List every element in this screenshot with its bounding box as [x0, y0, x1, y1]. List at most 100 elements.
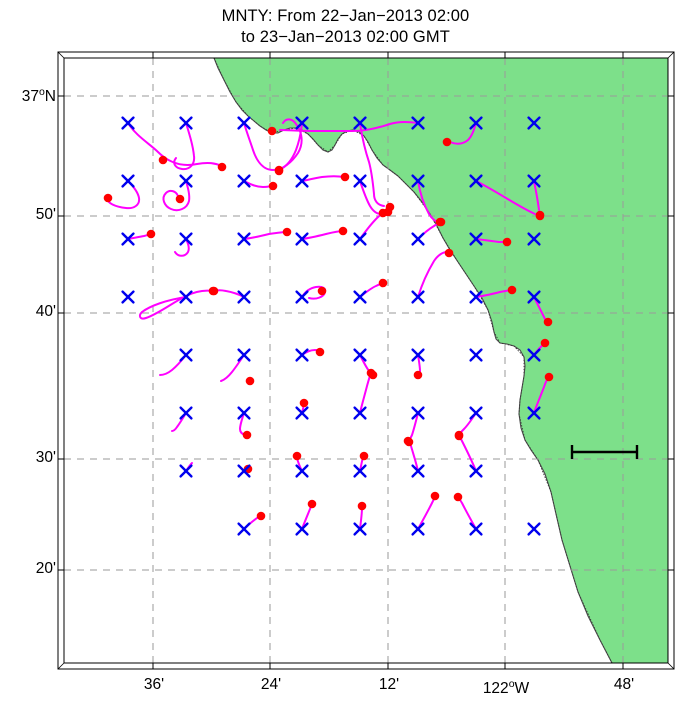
end-point-marker [366, 368, 376, 378]
drifter-trajectory [127, 122, 223, 167]
release-point-marker [237, 348, 251, 362]
release-point-marker [469, 232, 483, 246]
release-point-marker [411, 232, 425, 246]
end-point-marker [540, 338, 550, 348]
release-point-marker [237, 174, 251, 188]
end-point-marker [430, 491, 440, 501]
end-point-marker [103, 193, 113, 203]
release-point-marker [469, 406, 483, 420]
y-tick-label-37N: 37oN [21, 86, 56, 106]
end-point-marker [436, 217, 446, 227]
release-point-marker [353, 464, 367, 478]
release-point-marker [469, 116, 483, 130]
release-point-marker [411, 464, 425, 478]
end-point-marker [359, 451, 369, 461]
end-point-marker [340, 172, 350, 182]
drifter-trajectory [174, 238, 190, 257]
release-point-marker [527, 232, 541, 246]
end-point-marker [274, 166, 284, 176]
end-point-marker [317, 286, 327, 296]
end-point-marker [307, 499, 317, 509]
release-point-marker [179, 290, 193, 304]
end-point-marker [315, 347, 325, 357]
release-point-marker [411, 290, 425, 304]
y-tick-label-30: 30' [35, 449, 56, 466]
frame-corner-br [667, 662, 675, 670]
frame-corner-tl [57, 51, 65, 59]
title-line-1: MNTY: From 22−Jan−2013 02:00 [221, 7, 470, 25]
release-point-marker [295, 232, 309, 246]
drifter-trajectory [533, 180, 540, 211]
release-point-marker [527, 174, 541, 188]
release-point-marker [469, 348, 483, 362]
frame-outer [57, 51, 675, 670]
release-point-marker [527, 348, 541, 362]
release-point-marker [411, 116, 425, 130]
end-point-marker [158, 155, 168, 165]
release-point-marker [353, 348, 367, 362]
release-point-marker [527, 406, 541, 420]
end-point-marker [403, 436, 413, 446]
release-point-marker [179, 174, 193, 188]
drifter-trajectory [279, 121, 419, 132]
x-tick-label-122W: 122oW [482, 678, 530, 698]
release-point-marker [411, 348, 425, 362]
drifter-trajectory [162, 180, 191, 212]
release-point-marker [121, 232, 135, 246]
end-point-marker [243, 464, 253, 474]
drifter-trajectory [171, 412, 187, 432]
drifter-trajectory [449, 122, 477, 145]
release-point-marker [353, 522, 367, 536]
frame-inner [63, 57, 669, 664]
release-point-marker [527, 116, 541, 130]
release-point-marker [527, 522, 541, 536]
end-point-marker [543, 317, 553, 327]
release-point-marker [237, 232, 251, 246]
release-point-marker [121, 116, 135, 130]
release-point-marker [295, 174, 309, 188]
end-point-marker [378, 278, 388, 288]
end-point-marker [245, 376, 255, 386]
trajectory-layer [103, 116, 554, 536]
release-point-marker [237, 290, 251, 304]
release-point-marker [295, 464, 309, 478]
release-point-marker [469, 464, 483, 478]
release-point-marker [469, 290, 483, 304]
drifter-trajectory [220, 354, 245, 382]
y-tick-label-40: 40' [35, 303, 56, 320]
release-point-marker [121, 290, 135, 304]
end-point-marker [175, 194, 185, 204]
figure-title: MNTY: From 22−Jan−2013 02:00 to 23−Jan−2… [0, 6, 691, 48]
end-point-marker [146, 229, 156, 239]
release-point-marker [411, 406, 425, 420]
release-point-marker [353, 232, 367, 246]
axis-frame [57, 51, 675, 670]
end-point-marker [544, 372, 554, 382]
release-point-marker [179, 406, 193, 420]
frame-corner-tr [667, 51, 675, 59]
scalebar [570, 445, 639, 459]
end-point-marker [217, 162, 227, 172]
release-point-marker [237, 116, 251, 130]
frame-tick-marks [58, 52, 674, 669]
end-point-marker [292, 451, 302, 461]
release-point-marker [237, 522, 251, 536]
release-point-marker [237, 464, 251, 478]
x-tick-label-24: 24' [260, 676, 282, 693]
release-point-marker [353, 406, 367, 420]
release-point-marker [353, 174, 367, 188]
end-point-marker [502, 237, 512, 247]
y-tick-label-20: 20' [35, 560, 56, 577]
drifter-trajectory [475, 180, 536, 215]
end-point-marker [299, 398, 309, 408]
release-point-marker [237, 406, 251, 420]
frame-corner-bl [57, 662, 65, 670]
release-point-marker [295, 406, 309, 420]
end-point-marker [267, 126, 277, 136]
end-point-marker [453, 492, 463, 502]
release-point-marker [179, 116, 193, 130]
release-point-marker [295, 348, 309, 362]
release-point-marker [411, 522, 425, 536]
release-point-marker [353, 116, 367, 130]
